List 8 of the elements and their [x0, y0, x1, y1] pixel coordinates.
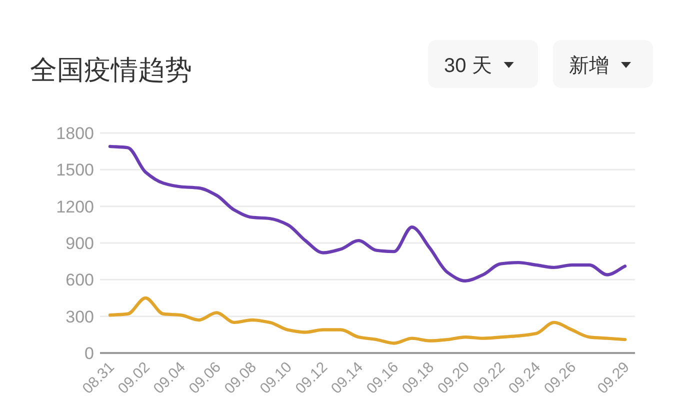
y-tick-label: 1200: [56, 197, 94, 216]
y-tick-label: 1800: [56, 124, 94, 143]
y-tick-label: 900: [66, 234, 94, 253]
y-tick-label: 1500: [56, 160, 94, 180]
y-tick-label: 300: [66, 307, 94, 326]
title: 全国疫情趋势: [30, 55, 192, 85]
y-tick-label: 600: [66, 270, 94, 290]
y-tick-label: 0: [84, 344, 94, 363]
